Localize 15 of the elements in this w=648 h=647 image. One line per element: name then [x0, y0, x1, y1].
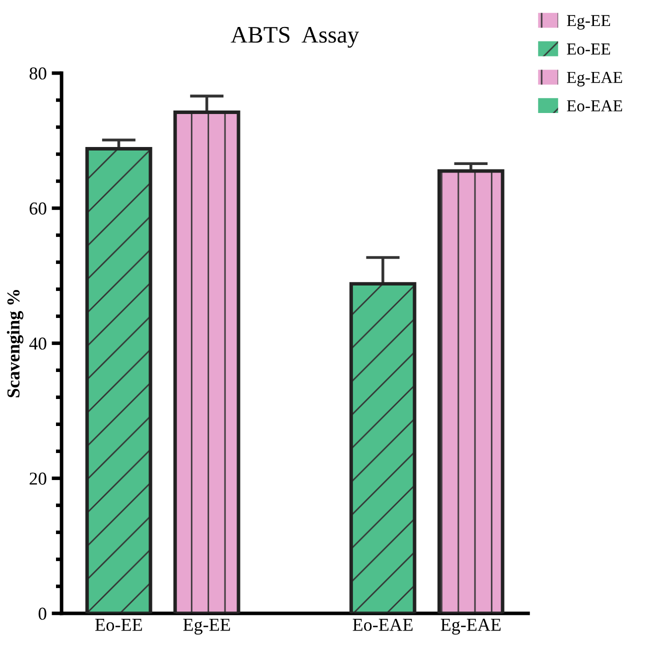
y-tick-label: 0	[38, 608, 46, 620]
legend-label: Eo-EE	[566, 44, 610, 55]
chart-title: ABTS Assay	[230, 26, 360, 48]
x-tick-label: Eo-EE	[95, 618, 142, 631]
x-tick-label: Eg-EE	[183, 618, 230, 635]
x-tick-label: Eo-EAE	[352, 618, 413, 631]
legend-label: Eg-EE	[566, 15, 610, 30]
legend-label: Eo-EAE	[566, 100, 622, 112]
legend-label: Eg-EAE	[566, 72, 622, 86]
y-tick-label: 40	[29, 337, 46, 350]
y-axis-title: Scavenging %	[6, 290, 24, 398]
y-tick-label: 80	[30, 67, 46, 80]
x-tick-label: Eg-EAE	[440, 618, 501, 635]
y-tick-label: 20	[30, 472, 46, 485]
y-tick-label: 60	[30, 202, 46, 215]
